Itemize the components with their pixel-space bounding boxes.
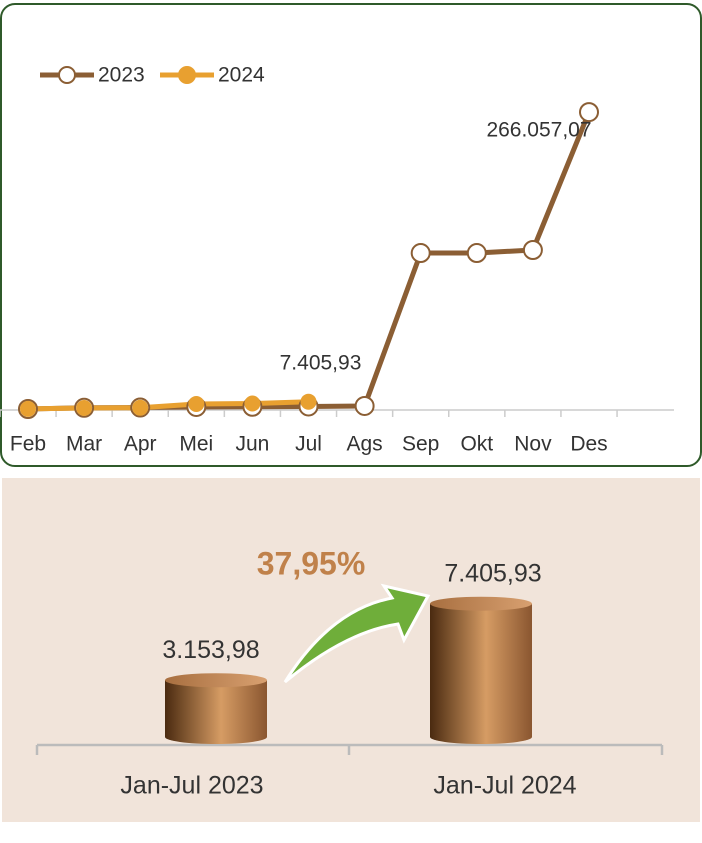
- x-tick-label: Mei: [179, 433, 213, 456]
- x-tick-label: Jun: [235, 433, 269, 456]
- legend-marker: [178, 66, 196, 84]
- x-tick-label: Nov: [514, 433, 552, 456]
- bottom-panel: [2, 478, 700, 822]
- marker: [76, 399, 93, 416]
- bar: [430, 603, 532, 737]
- annotation: 37,95%: [257, 545, 366, 581]
- marker: [132, 399, 149, 416]
- x-tick-label: Apr: [124, 433, 157, 456]
- panel-border: [0, 3, 702, 467]
- marker: [466, 243, 487, 264]
- data-label: 266.057,07: [486, 119, 591, 142]
- marker: [188, 395, 205, 412]
- x-tick-label: Ags: [347, 433, 383, 456]
- x-tick-label: Okt: [460, 433, 493, 456]
- legend-label: 2024: [218, 64, 265, 87]
- growth-arrow: [283, 583, 431, 684]
- x-tick-label: Jan-Jul 2023: [120, 772, 263, 800]
- marker: [300, 393, 317, 410]
- legend-label: 2023: [98, 64, 145, 87]
- data-label: 3.153,98: [162, 636, 259, 664]
- marker: [410, 243, 431, 264]
- legend-marker: [58, 66, 76, 84]
- bar-top: [165, 673, 267, 688]
- data-label: 7.405,93: [444, 559, 541, 587]
- marker: [354, 395, 375, 416]
- marker: [20, 400, 36, 417]
- x-tick-label: Jul: [295, 433, 322, 456]
- x-tick-label: Des: [570, 433, 607, 456]
- data-label: 7.405,93: [280, 351, 362, 374]
- marker: [244, 395, 261, 412]
- x-tick-label: Mar: [66, 433, 102, 456]
- x-tick-label: Jan-Jul 2024: [433, 772, 576, 800]
- x-tick-label: Feb: [10, 433, 46, 456]
- marker: [579, 102, 599, 123]
- bar: [165, 680, 267, 737]
- x-tick-label: Sep: [402, 433, 439, 456]
- marker: [522, 240, 543, 261]
- bar-top: [430, 596, 532, 611]
